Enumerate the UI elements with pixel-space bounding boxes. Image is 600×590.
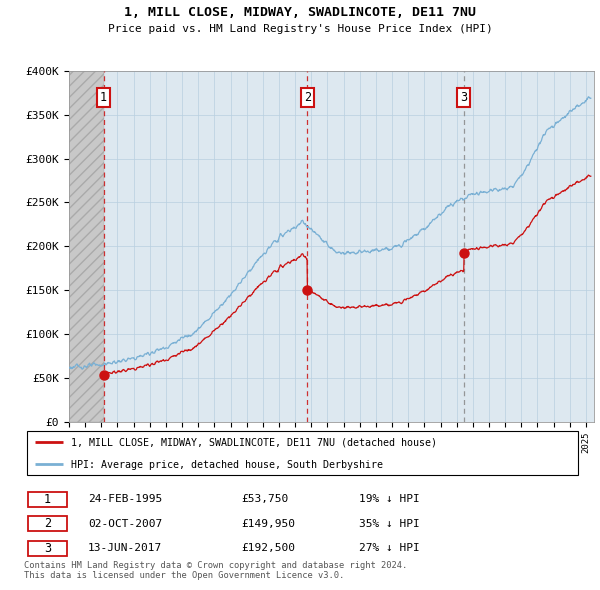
Text: 27% ↓ HPI: 27% ↓ HPI	[359, 543, 419, 553]
Text: £192,500: £192,500	[242, 543, 296, 553]
Text: Contains HM Land Registry data © Crown copyright and database right 2024.
This d: Contains HM Land Registry data © Crown c…	[24, 560, 407, 580]
Text: 13-JUN-2017: 13-JUN-2017	[88, 543, 163, 553]
Text: £149,950: £149,950	[242, 519, 296, 529]
FancyBboxPatch shape	[28, 540, 67, 556]
Text: 24-FEB-1995: 24-FEB-1995	[88, 494, 163, 504]
Text: 1, MILL CLOSE, MIDWAY, SWADLINCOTE, DE11 7NU (detached house): 1, MILL CLOSE, MIDWAY, SWADLINCOTE, DE11…	[71, 437, 437, 447]
Text: 1: 1	[100, 91, 107, 104]
Text: 1, MILL CLOSE, MIDWAY, SWADLINCOTE, DE11 7NU: 1, MILL CLOSE, MIDWAY, SWADLINCOTE, DE11…	[124, 6, 476, 19]
Text: 1: 1	[44, 493, 51, 506]
Text: HPI: Average price, detached house, South Derbyshire: HPI: Average price, detached house, Sout…	[71, 460, 383, 470]
Text: 02-OCT-2007: 02-OCT-2007	[88, 519, 163, 529]
Text: 2: 2	[44, 517, 51, 530]
FancyBboxPatch shape	[27, 431, 578, 475]
Bar	[69, 71, 104, 422]
Text: 2: 2	[304, 91, 311, 104]
Text: Price paid vs. HM Land Registry's House Price Index (HPI): Price paid vs. HM Land Registry's House …	[107, 24, 493, 34]
Text: 3: 3	[44, 542, 51, 555]
Text: 3: 3	[460, 91, 467, 104]
FancyBboxPatch shape	[28, 491, 67, 507]
Text: 35% ↓ HPI: 35% ↓ HPI	[359, 519, 419, 529]
Text: £53,750: £53,750	[242, 494, 289, 504]
Text: 19% ↓ HPI: 19% ↓ HPI	[359, 494, 419, 504]
FancyBboxPatch shape	[28, 516, 67, 532]
